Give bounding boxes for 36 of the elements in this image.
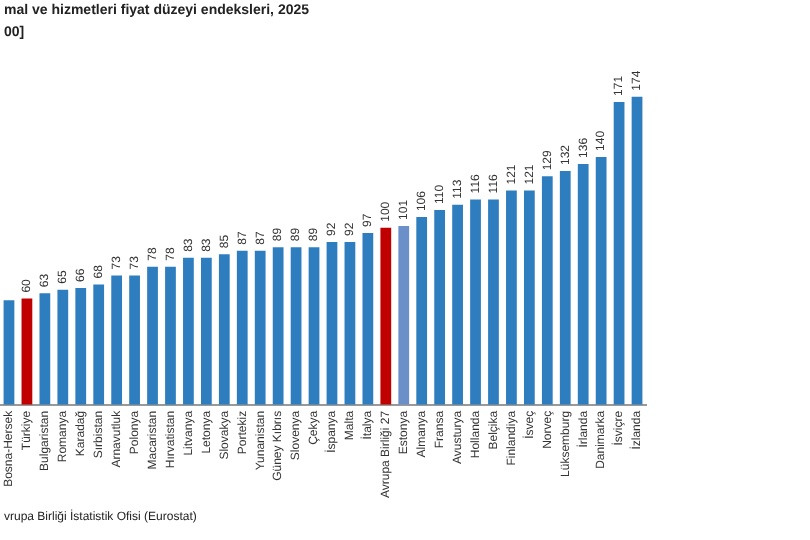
bar <box>559 171 571 405</box>
bar <box>111 275 123 405</box>
bar <box>147 266 158 405</box>
bar <box>3 300 15 405</box>
bar <box>523 190 535 405</box>
bar <box>272 247 284 405</box>
bar <box>129 275 140 405</box>
bar <box>236 250 248 405</box>
bar <box>290 247 302 405</box>
bar <box>452 204 463 405</box>
bar <box>326 241 338 405</box>
bar <box>631 96 643 405</box>
bar <box>506 190 517 405</box>
bar <box>488 199 499 405</box>
bar <box>344 241 356 405</box>
bar <box>21 298 33 405</box>
bar <box>362 233 374 405</box>
bar <box>613 101 625 405</box>
bar <box>398 225 410 405</box>
bar <box>577 163 589 405</box>
bar <box>541 176 553 405</box>
bar <box>183 257 194 405</box>
bar <box>308 247 320 405</box>
bar <box>93 284 105 405</box>
bar <box>39 293 51 405</box>
bar <box>380 227 392 405</box>
bar <box>218 254 230 405</box>
bar <box>254 250 266 405</box>
bar <box>434 210 446 405</box>
bar <box>416 217 428 405</box>
bar <box>595 156 607 405</box>
bar <box>470 199 481 405</box>
bar <box>57 289 69 405</box>
bar <box>165 266 176 405</box>
bar <box>200 257 212 405</box>
bar <box>75 287 87 405</box>
